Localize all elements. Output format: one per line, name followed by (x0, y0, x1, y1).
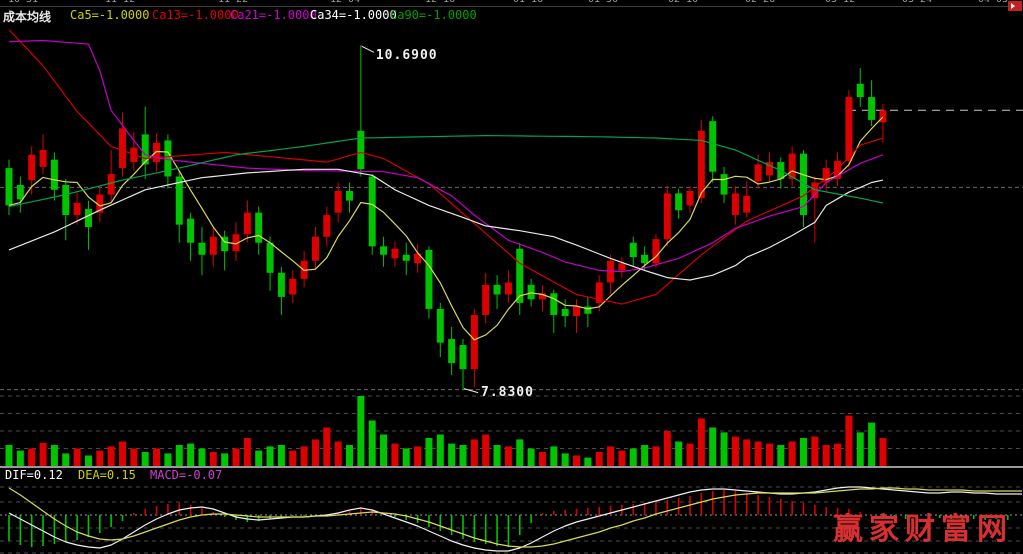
date-axis: 10-31 11-12 11-22 12-04 12-16 01-16 01-30 02-10… (0, 0, 1023, 6)
macd-label: DEA=0.15 (78, 468, 136, 482)
grid-layer (0, 109, 1023, 554)
macd-label: DIF=0.12 (5, 468, 63, 482)
indicator-header: 成本均线 Ca5=-1.0000 Ca13=-1.0000 Ca21=-1.0000… (0, 7, 1023, 24)
date-label: 03-12 (825, 0, 855, 5)
low-price-annotation: 7.8300 (481, 384, 534, 400)
volume-bars-layer (5, 396, 887, 466)
macd-label: MACD=-0.07 (150, 468, 223, 482)
annotation-pointer-layer (361, 45, 479, 394)
legend-item: Ca13=-1.0000 (152, 8, 239, 22)
date-label: 04-05 (978, 0, 1008, 5)
date-label: 01-16 (513, 0, 543, 5)
candles-layer (5, 45, 887, 390)
watermark: 赢家财富网 (833, 512, 1013, 547)
date-label: 11-22 (218, 0, 248, 5)
date-label: 02-26 (745, 0, 775, 5)
date-label: 10-31 (8, 0, 38, 5)
macd-layer (8, 486, 1022, 552)
date-label: 12-04 (330, 0, 360, 5)
legend-item: Ca21=-1.0000 (230, 8, 317, 22)
legend-item: Ca5=-1.0000 (70, 8, 150, 22)
date-label: 03-24 (902, 0, 932, 5)
high-price-annotation: 10.6900 (375, 48, 438, 64)
corner-scroll-button[interactable] (1008, 1, 1022, 11)
legend-item: Ca34=-1.0000 (310, 8, 397, 22)
legend-item: Ca90=-1.0000 (390, 8, 477, 22)
macd-value-row: DIF=0.12 DEA=0.15 MACD=-0.07 (0, 468, 1023, 482)
indicator-title: 成本均线 (3, 10, 52, 24)
date-label: 02-10 (668, 0, 698, 5)
arrow-right-icon (1011, 3, 1015, 9)
header-divider (0, 6, 1023, 7)
date-label: 01-30 (588, 0, 618, 5)
date-label: 11-12 (105, 0, 135, 5)
moving-average-lines-layer (8, 29, 884, 341)
date-label: 12-16 (425, 0, 455, 5)
